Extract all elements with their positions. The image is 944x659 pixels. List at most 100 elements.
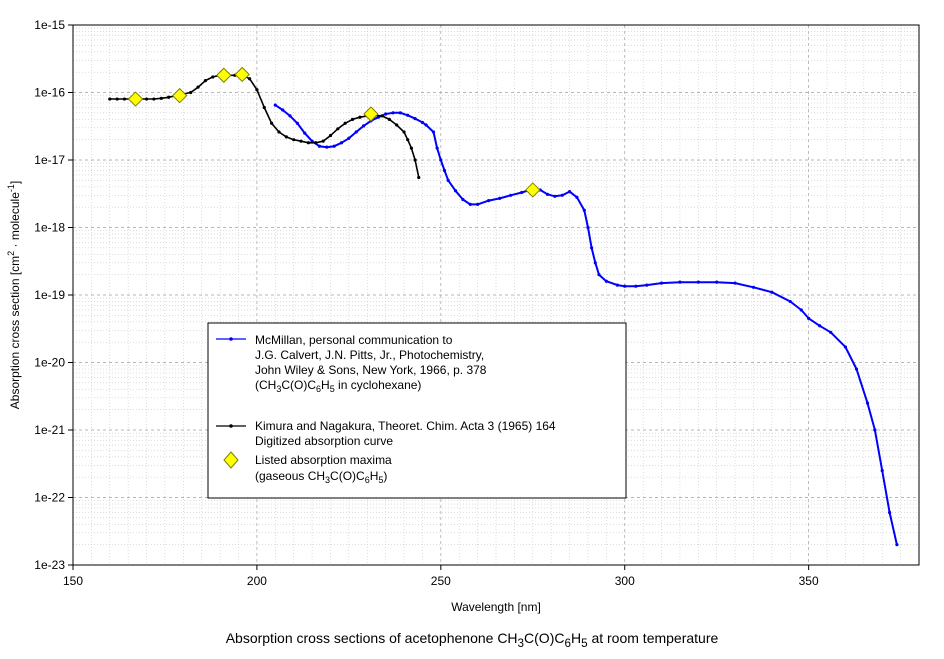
data-point — [211, 75, 215, 79]
data-point — [395, 123, 399, 127]
data-point — [196, 85, 200, 89]
data-point — [115, 97, 119, 101]
x-tick-label: 350 — [799, 574, 819, 588]
data-point — [751, 285, 756, 289]
x-tick-label: 200 — [247, 574, 267, 588]
data-point — [144, 97, 149, 101]
data-point — [314, 141, 318, 145]
data-point — [122, 97, 127, 101]
data-point — [468, 202, 472, 206]
data-point — [582, 208, 586, 212]
data-point — [189, 90, 193, 95]
data-point — [435, 146, 439, 150]
data-point — [417, 175, 421, 180]
data-point — [880, 469, 884, 473]
data-point — [350, 117, 355, 121]
data-point — [895, 543, 899, 547]
legend-mcmillan-line-3: John Wiley & Sons, New York, 1966, p. 37… — [255, 363, 487, 377]
data-point — [487, 199, 491, 203]
legend-mcmillan-line-1: McMillan, personal communication to — [255, 333, 453, 347]
legend-maxima-line-1: Listed absorption maxima — [255, 453, 392, 467]
data-point — [152, 97, 156, 101]
maxima-marker — [234, 66, 250, 83]
data-point — [696, 280, 700, 284]
data-point — [865, 401, 870, 405]
data-point — [317, 144, 322, 148]
data-point — [854, 367, 859, 371]
legend-maxima-line-2: (gaseous CH3C(O)C6H5) — [255, 469, 387, 485]
data-point — [420, 120, 425, 125]
data-point — [306, 141, 311, 145]
data-point — [476, 202, 480, 206]
data-point — [328, 133, 333, 138]
data-point — [167, 95, 171, 99]
data-point — [586, 225, 590, 230]
data-point — [560, 193, 564, 197]
data-point — [281, 108, 285, 112]
maxima-marker — [525, 182, 541, 198]
data-point — [413, 117, 417, 121]
data-point — [339, 141, 344, 145]
y-tick-label: 1e-15 — [34, 18, 65, 32]
data-point — [873, 428, 877, 432]
data-point — [380, 114, 384, 118]
data-point — [262, 105, 266, 110]
chart-caption: Absorption cross sections of acetophenon… — [225, 630, 719, 650]
data-point — [597, 273, 601, 277]
y-tick-label: 1e-17 — [34, 153, 65, 167]
maxima-marker — [216, 67, 232, 83]
data-point — [159, 96, 163, 100]
data-point — [678, 280, 682, 284]
data-point — [439, 158, 443, 162]
legend-swatch-maxima — [223, 451, 239, 469]
data-point — [431, 130, 436, 134]
y-tick-label: 1e-21 — [34, 423, 65, 437]
data-point — [299, 139, 303, 143]
data-point — [409, 146, 413, 150]
maxima-marker — [127, 91, 144, 107]
series-listed-absorption-maxima — [127, 66, 541, 198]
data-point — [361, 124, 366, 128]
series-layer — [108, 66, 899, 547]
legend-swatch-kimura-marker — [229, 424, 233, 428]
data-point — [108, 97, 112, 101]
data-point — [402, 130, 406, 134]
data-point — [498, 196, 502, 200]
legend-box — [207, 322, 627, 499]
y-axis-title: Absorption cross section [cm2 · molecule… — [6, 181, 22, 409]
data-point — [615, 283, 619, 287]
data-point — [604, 279, 608, 283]
data-point — [336, 127, 340, 131]
y-tick-label: 1e-22 — [34, 491, 65, 505]
data-point — [288, 114, 292, 118]
data-point — [203, 79, 208, 83]
data-point — [384, 112, 388, 116]
data-point — [406, 113, 410, 117]
maxima-marker — [171, 87, 188, 104]
data-point — [509, 193, 513, 197]
legend: McMillan, personal communication to J.G.… — [207, 322, 627, 499]
data-point — [387, 117, 391, 121]
data-point — [343, 121, 347, 125]
x-tick-label: 300 — [615, 574, 635, 588]
data-point — [273, 103, 277, 107]
data-point — [295, 121, 299, 125]
data-point — [303, 131, 307, 135]
legend-mcmillan-line-4: (CH3C(O)C6H5 in cyclohexane) — [255, 378, 421, 394]
data-point — [733, 281, 737, 285]
data-point — [310, 139, 314, 143]
maxima-marker — [363, 106, 379, 122]
data-point — [284, 135, 288, 139]
data-point — [593, 261, 597, 265]
data-point — [292, 138, 296, 142]
data-point — [321, 139, 325, 143]
data-point — [829, 330, 833, 334]
y-tick-label: 1e-18 — [34, 221, 65, 235]
data-point — [645, 283, 649, 287]
legend-kimura-line-1: Kimura and Nagakura, Theoret. Chim. Acta… — [255, 419, 556, 433]
legend-mcmillan-line-2: J.G. Calvert, J.N. Pitts, Jr., Photochem… — [255, 348, 484, 362]
data-point — [347, 136, 351, 140]
chart-svg: 150 200 250 300 350 1e-15 1e-16 1e-17 1e-18 1e-19… — [6, 18, 920, 614]
data-point — [567, 190, 572, 194]
